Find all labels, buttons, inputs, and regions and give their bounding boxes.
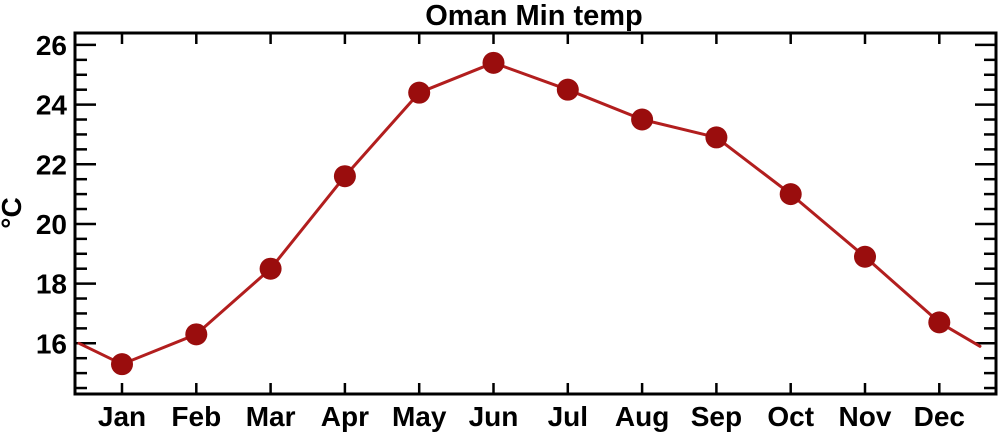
y-tick-label-22: 22	[36, 149, 67, 180]
x-tick-label-feb: Feb	[171, 401, 221, 432]
x-tick-label-jan: Jan	[98, 401, 146, 432]
x-tick-label-oct: Oct	[767, 401, 814, 432]
y-tick-label-16: 16	[36, 328, 67, 359]
x-tick-label-may: May	[392, 401, 447, 432]
data-point-apr	[333, 165, 356, 188]
data-point-nov	[854, 245, 876, 268]
y-axis-label: °C	[0, 197, 27, 228]
data-line	[77, 61, 982, 366]
y-tick-label-24: 24	[36, 90, 68, 121]
y-tick-label-20: 20	[36, 209, 67, 240]
y-tick-label-26: 26	[36, 30, 67, 61]
data-point-mar	[259, 257, 282, 280]
chart-title: Oman Min temp	[425, 0, 643, 32]
x-tick-label-aug: Aug	[615, 401, 669, 432]
x-tick-label-apr: Apr	[321, 401, 369, 432]
x-tick-label-nov: Nov	[839, 401, 892, 432]
x-tick-label-jun: Jun	[469, 401, 519, 432]
data-point-jun	[482, 51, 505, 74]
x-tick-label-jul: Jul	[548, 401, 588, 432]
data-point-dec	[928, 311, 951, 334]
x-tick-label-dec: Dec	[914, 401, 965, 432]
data-point-aug	[631, 108, 654, 131]
data-point-sep	[705, 126, 728, 149]
data-point-feb	[185, 323, 208, 346]
data-point-jul	[556, 78, 579, 101]
data-point-may	[408, 81, 431, 104]
axis-frame	[73, 31, 998, 396]
x-tick-label-mar: Mar	[246, 401, 296, 432]
data-point-oct	[779, 183, 802, 206]
x-tick-label-sep: Sep	[691, 401, 742, 432]
data-point-jan	[111, 353, 133, 376]
y-tick-label-18: 18	[36, 269, 67, 300]
